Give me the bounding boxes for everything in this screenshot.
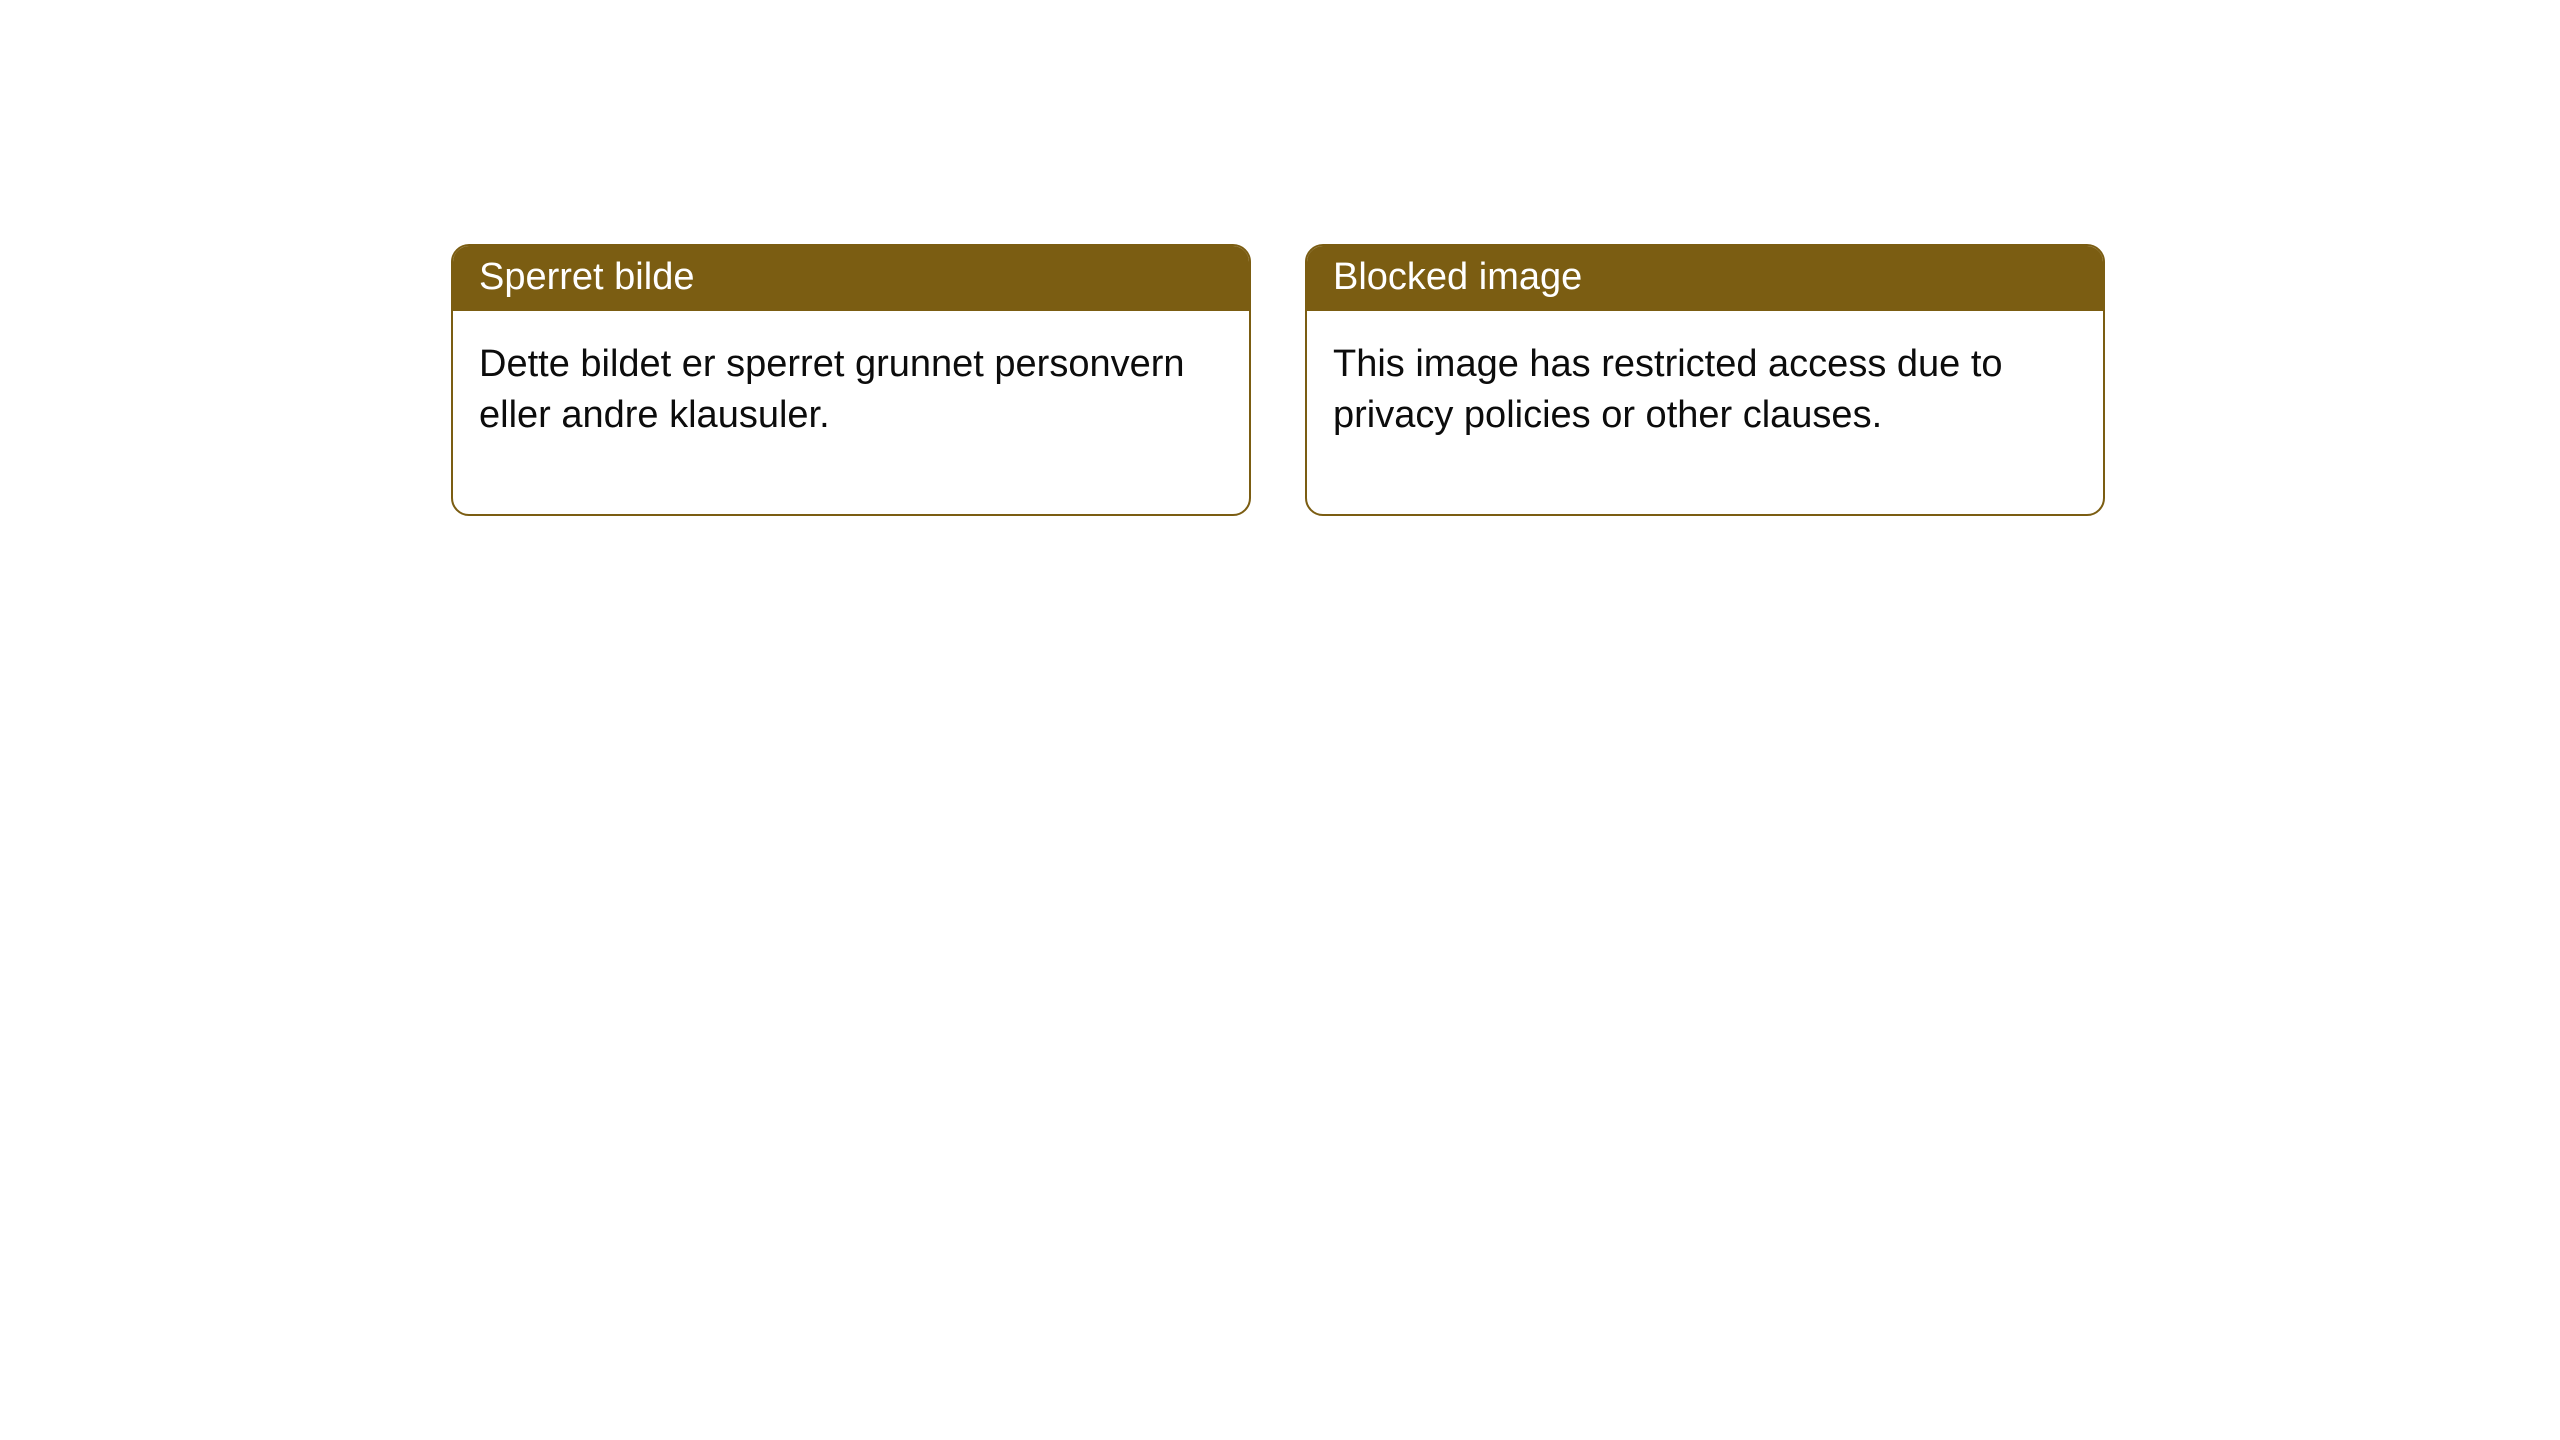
- notice-card-english: Blocked image This image has restricted …: [1305, 244, 2105, 516]
- notice-container: Sperret bilde Dette bildet er sperret gr…: [0, 0, 2560, 516]
- notice-card-header: Blocked image: [1307, 246, 2103, 311]
- notice-title: Blocked image: [1333, 256, 1582, 298]
- notice-card-body: Dette bildet er sperret grunnet personve…: [453, 311, 1249, 514]
- notice-card-norwegian: Sperret bilde Dette bildet er sperret gr…: [451, 244, 1251, 516]
- notice-message: This image has restricted access due to …: [1333, 343, 2003, 436]
- notice-card-body: This image has restricted access due to …: [1307, 311, 2103, 514]
- notice-card-header: Sperret bilde: [453, 246, 1249, 311]
- notice-message: Dette bildet er sperret grunnet personve…: [479, 343, 1185, 436]
- notice-title: Sperret bilde: [479, 256, 694, 298]
